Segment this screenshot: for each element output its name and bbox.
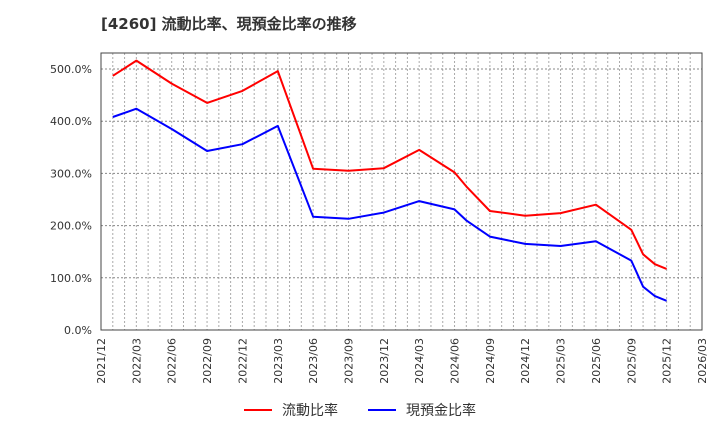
x-tick-label: 2023/03 [272,338,285,384]
legend-swatch-blue [368,409,396,411]
x-tick-label: 2024/12 [519,338,532,384]
x-tick-label: 2025/03 [555,338,568,384]
y-tick-label: 200.0% [50,220,92,233]
x-tick-label: 2022/06 [166,338,179,384]
legend-item-current-ratio: 流動比率 [244,400,338,420]
y-tick-label: 400.0% [50,115,92,128]
x-tick-label: 2025/09 [625,338,638,384]
y-tick-label: 100.0% [50,272,92,285]
series-line [112,59,667,270]
legend-label: 流動比率 [282,403,338,419]
x-tick-label: 2024/06 [449,338,462,384]
x-tick-label: 2024/09 [484,338,497,384]
legend: 流動比率 現預金比率 [0,400,720,420]
chart-title: [4260] 流動比率、現預金比率の推移 [101,15,357,33]
y-tick-label: 500.0% [50,63,92,76]
x-tick-label: 2023/09 [342,338,355,384]
x-tick-label: 2022/09 [201,338,214,384]
x-tick-label: 2025/12 [661,338,674,384]
y-tick-label: 300.0% [50,167,92,180]
legend-label: 現預金比率 [406,403,476,419]
legend-swatch-red [244,409,272,411]
x-tick-label: 2021/12 [95,338,108,384]
x-tick-label: 2026/03 [696,338,709,384]
x-tick-label: 2023/06 [307,338,320,384]
x-tick-label: 2025/06 [590,338,603,384]
plot-frame [100,52,703,331]
y-tick-label: 0.0% [64,324,92,337]
x-tick-label: 2024/03 [413,338,426,384]
series-line [112,107,667,302]
legend-item-cash-ratio: 現預金比率 [368,400,476,420]
x-tick-label: 2022/12 [236,338,249,384]
x-tick-label: 2022/03 [130,338,143,384]
x-tick-label: 2023/12 [378,338,391,384]
